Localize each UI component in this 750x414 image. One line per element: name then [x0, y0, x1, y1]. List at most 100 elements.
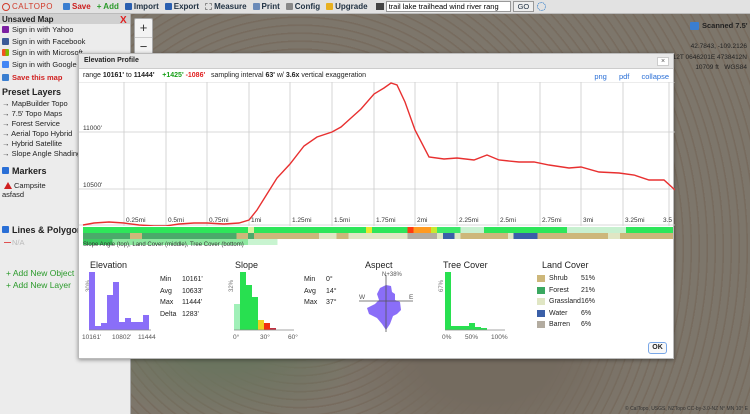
profile-plot [79, 82, 675, 226]
x-tick: 0.75mi [209, 217, 229, 224]
layer-hybrid-satellite[interactable]: → Hybrid Satellite [2, 138, 63, 148]
collapse-link[interactable]: collapse [641, 72, 669, 81]
add-button[interactable]: + Add [96, 2, 119, 11]
search-input[interactable] [385, 1, 511, 12]
campsite-icon [4, 181, 12, 189]
y-tick-11000: 11000' [83, 125, 102, 132]
caltopo-logo[interactable]: CALTOPO [2, 2, 53, 11]
floppy-icon [63, 3, 70, 10]
lines-na: N/A [0, 238, 130, 248]
layer-7-5-topo[interactable]: → 7.5' Topo Maps [2, 108, 63, 118]
measure-button[interactable]: Measure [205, 2, 247, 11]
aspect-title: Aspect [365, 260, 393, 270]
save-button[interactable]: Save [63, 2, 91, 11]
land-cover-row: Barren 6% [537, 319, 595, 331]
marker-description: asfasd [2, 189, 25, 199]
ok-button[interactable]: OK [648, 342, 667, 354]
add-new-layer-link[interactable]: + Add New Layer [6, 279, 71, 290]
elevation-stats: Min 10161' Avg 10633' Max 11444' Delta 1… [160, 276, 203, 318]
zoom-in-button[interactable]: + [139, 20, 148, 35]
marker-campsite[interactable]: Campsite [0, 181, 130, 190]
sidebar-header: Unsaved Map [0, 14, 130, 24]
markers-checkbox[interactable] [2, 167, 9, 174]
x-tick: 0.5mi [168, 217, 184, 224]
slope-stats: Min 0° Avg 14° Max 37° [304, 276, 337, 306]
binoculars-icon [375, 3, 384, 10]
pdf-link[interactable]: pdf [618, 72, 630, 81]
base-layer-selector[interactable]: Scanned 7.5' [690, 21, 748, 30]
locate-icon[interactable] [537, 2, 547, 11]
x-tick: 2.25mi [459, 217, 479, 224]
signin-microsoft[interactable]: Sign in with Microsoft [0, 47, 130, 59]
export-button[interactable]: Export [164, 2, 199, 11]
zoom-control: + − [134, 18, 153, 56]
print-button[interactable]: Print [252, 2, 280, 11]
elevation-hist-title: Elevation [90, 260, 128, 270]
close-sidebar-icon[interactable]: X [120, 15, 127, 26]
measure-icon [205, 3, 213, 10]
vertical-exaggeration: 3.6x [285, 72, 300, 79]
microsoft-icon [2, 49, 9, 57]
import-icon [124, 3, 132, 10]
go-button[interactable]: GO [512, 1, 535, 12]
elevation-x-max: 11444 [138, 334, 156, 341]
land-cover-legend: Shrub 51% Forest 21% Grassland 16% Water 6% … [537, 273, 595, 331]
preset-layers-title: Preset Layers [2, 86, 62, 97]
signin-facebook[interactable]: Sign in with Facebook [0, 36, 130, 48]
zoom-out-button[interactable]: − [135, 37, 152, 55]
signin-google[interactable]: Sign in with Google [0, 59, 130, 71]
layer-slope-angle-shading[interactable]: → Slope Angle Shading [2, 148, 82, 158]
elevation-histogram [89, 272, 151, 331]
download-links: png pdf collapse [584, 72, 669, 81]
aspect-rose [359, 275, 413, 332]
top-toolbar: CALTOPO Save + Add Import Export Measure… [0, 0, 750, 14]
water-swatch [537, 309, 545, 317]
layer-mapbuilder-topo[interactable]: → MapBuilder Topo [2, 98, 68, 108]
layers-icon [690, 21, 699, 30]
import-button[interactable]: Import [124, 2, 159, 11]
grassland-swatch [537, 298, 545, 306]
tree-cover-histogram [445, 272, 505, 331]
save-this-map-link[interactable]: Save this map [0, 72, 130, 84]
x-tick: 2.5mi [500, 217, 516, 224]
upgrade-button[interactable]: Upgrade [326, 2, 368, 11]
tree-cover-strip [83, 239, 673, 245]
lines-polygons-section[interactable]: Lines & Polygons [0, 222, 130, 238]
aspect-north: N+38% [382, 272, 402, 278]
land-cover-row: Water 6% [537, 308, 595, 320]
tree-x-100: 100% [491, 334, 508, 341]
aspect-east: E [409, 294, 414, 301]
elevation-x-min: 10161' [82, 334, 102, 341]
add-new-object-link[interactable]: + Add New Object [6, 267, 75, 278]
lines-checkbox[interactable] [2, 226, 9, 233]
elevation-x-mid: 10802' [112, 334, 132, 341]
close-dialog-button[interactable]: × [657, 57, 669, 66]
map-attribution: © CalTopo, USGS, NZTopo CC-by-3.0-NZ N° … [625, 406, 748, 412]
utm: 12T 0646201E 4738412N [672, 53, 747, 61]
land-cover-strip [83, 233, 673, 239]
sampling-interval: 63' [265, 72, 275, 79]
layer-aerial-topo-hybrid[interactable]: → Aerial Topo Hybrid [2, 128, 73, 138]
x-tick: 1.5mi [334, 217, 350, 224]
slope-hist-title: Slope [235, 260, 259, 270]
x-tick: 3mi [583, 217, 594, 224]
x-tick: 3.5 [663, 217, 673, 224]
png-link[interactable]: png [594, 72, 607, 81]
config-button[interactable]: Config [285, 2, 320, 11]
land-cover-row: Shrub 51% [537, 273, 595, 285]
strip-caption: Slope Angle (top), Land Cover (middle), … [83, 242, 244, 248]
slope-histogram [234, 272, 294, 331]
floppy-icon [2, 74, 9, 82]
x-tick: 3.25mi [625, 217, 645, 224]
cursor-coordinates: 42.7843, -109.2126 12T 0646201E 4738412N… [673, 42, 747, 74]
layer-forest-service[interactable]: → Forest Service [2, 118, 60, 128]
dialog-title: Elevation Profile [79, 54, 673, 69]
export-icon [164, 3, 172, 10]
markers-section[interactable]: Markers [0, 163, 130, 179]
slope-x-60: 60° [288, 334, 298, 341]
latlon: 42.7843, -109.2126 [690, 43, 747, 50]
signin-yahoo[interactable]: Sign in with Yahoo [0, 24, 130, 36]
elevation-profile-chart[interactable]: 11000' 10500' 0.25mi 0.5mi 0.75mi 1mi 1.… [79, 82, 675, 245]
elevation-loss: -1086' [185, 72, 206, 79]
x-tick: 1.75mi [376, 217, 396, 224]
